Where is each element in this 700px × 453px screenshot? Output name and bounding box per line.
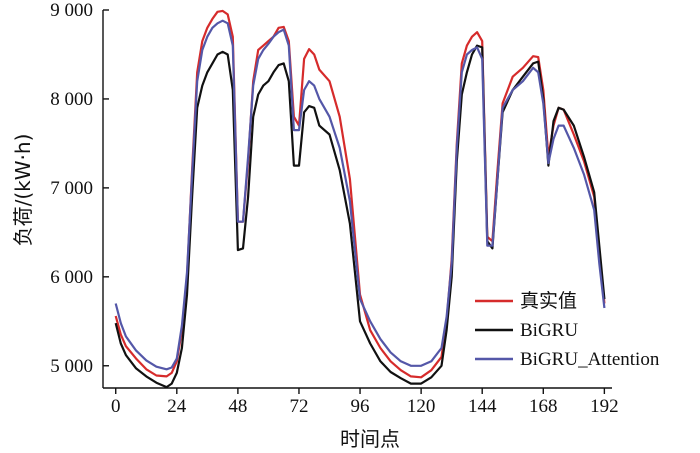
x-tick-label: 96 — [351, 396, 370, 417]
x-tick-label: 168 — [529, 396, 558, 417]
series-line-0 — [114, 9, 606, 379]
y-tick-label: 9 000 — [50, 0, 93, 21]
axes — [102, 10, 612, 389]
y-axis-title: 负荷/(kW·h) — [11, 134, 35, 247]
x-tick-label: 144 — [468, 396, 497, 417]
legend-label-1: BiGRU — [520, 320, 578, 341]
y-tick-label: 8 000 — [50, 89, 93, 110]
y-tick-label: 7 000 — [50, 178, 93, 199]
series-line-1 — [114, 44, 606, 389]
x-tick-label: 120 — [407, 396, 436, 417]
x-axis-title: 时间点 — [340, 427, 400, 451]
y-axis-ticks: 5 000 6 000 7 000 8 000 9 000 — [50, 0, 109, 377]
legend-label-2: BiGRU_Attention — [520, 349, 660, 370]
x-tick-label: 24 — [167, 396, 187, 417]
x-tick-label: 48 — [228, 396, 247, 417]
x-axis-ticks: 0 24 48 72 96 120 144 168 192 — [111, 388, 619, 417]
x-tick-label: 72 — [289, 396, 308, 417]
y-tick-label: 5 000 — [50, 356, 93, 377]
legend: 真实值 BiGRU BiGRU_Attention — [475, 290, 660, 370]
y-tick-label: 6 000 — [50, 267, 93, 288]
series-lines — [114, 9, 606, 389]
x-tick-label: 192 — [590, 396, 619, 417]
x-tick-label: 0 — [111, 396, 121, 417]
series-line-2 — [114, 19, 606, 371]
legend-label-0: 真实值 — [520, 290, 577, 312]
